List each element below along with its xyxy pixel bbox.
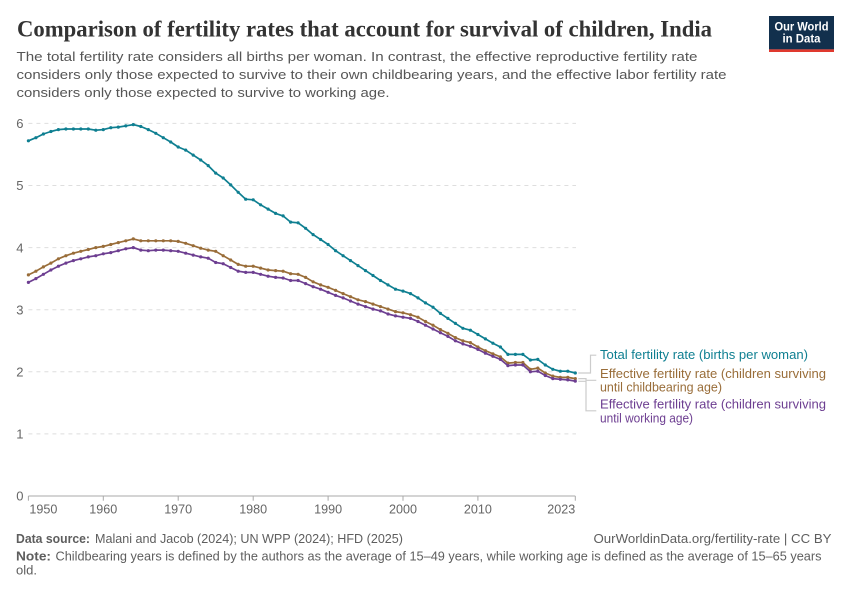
svg-text:Effective fertility rate (chil: Effective fertility rate (children survi…	[600, 367, 826, 381]
svg-text:Data source:: Data source:	[16, 531, 90, 546]
svg-text:considers only those expected: considers only those expected to survive…	[17, 67, 727, 82]
svg-text:5: 5	[16, 178, 23, 193]
svg-text:2000: 2000	[389, 502, 417, 517]
svg-text:2: 2	[16, 365, 23, 380]
svg-text:0: 0	[16, 489, 23, 504]
svg-text:Childbearing years is defined: Childbearing years is defined by the aut…	[56, 549, 822, 564]
svg-text:considers only those expected: considers only those expected to survive…	[17, 85, 390, 100]
svg-text:1: 1	[16, 427, 23, 442]
svg-text:1960: 1960	[89, 502, 117, 517]
svg-text:The total fertility rate consi: The total fertility rate considers all b…	[17, 49, 698, 64]
svg-text:6: 6	[16, 116, 23, 131]
svg-text:1970: 1970	[164, 502, 192, 517]
svg-text:in Data: in Data	[783, 32, 821, 46]
svg-text:Effective fertility rate (chil: Effective fertility rate (children survi…	[600, 398, 826, 412]
svg-text:Comparison of fertility rates: Comparison of fertility rates that accou…	[17, 17, 712, 43]
svg-text:3: 3	[16, 302, 23, 317]
svg-text:until working age): until working age)	[600, 411, 693, 425]
svg-text:Note:: Note:	[16, 549, 51, 564]
svg-text:Our World: Our World	[775, 19, 829, 33]
svg-text:Total fertility rate (births p: Total fertility rate (births per woman)	[600, 348, 808, 362]
svg-text:old.: old.	[16, 563, 37, 578]
svg-text:1990: 1990	[314, 502, 342, 517]
svg-text:1980: 1980	[239, 502, 267, 517]
svg-text:2010: 2010	[464, 502, 492, 517]
svg-text:OurWorldinData.org/fertility-r: OurWorldinData.org/fertility-rate | CC B…	[594, 531, 832, 546]
svg-text:until childbearing age): until childbearing age)	[600, 381, 722, 395]
svg-text:4: 4	[16, 240, 23, 255]
svg-text:1950: 1950	[29, 502, 57, 517]
svg-text:2023: 2023	[547, 502, 575, 517]
svg-text:Malani and Jacob (2024); UN WP: Malani and Jacob (2024); UN WPP (2024); …	[95, 531, 403, 546]
